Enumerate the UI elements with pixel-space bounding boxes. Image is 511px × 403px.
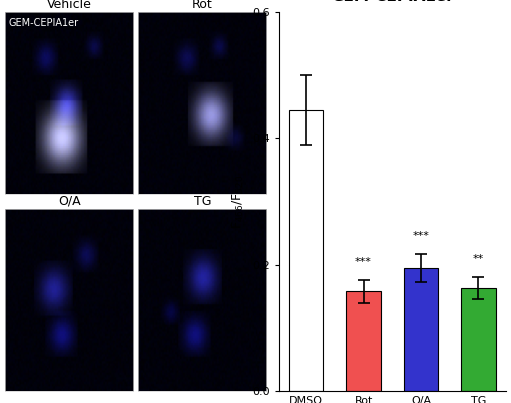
Bar (404, 268, 438, 391)
Text: ***: *** (412, 231, 429, 241)
Y-axis label: F$_{466}$/F$_{520}$: F$_{466}$/F$_{520}$ (231, 174, 246, 229)
Title: O/A: O/A (58, 195, 80, 208)
Text: GEM-CEPIA1er: GEM-CEPIA1er (9, 18, 79, 27)
Text: ***: *** (355, 257, 372, 267)
Title: Vehicle: Vehicle (47, 0, 91, 11)
Title: TG: TG (194, 195, 211, 208)
Bar (289, 110, 323, 391)
Title: Rot: Rot (192, 0, 213, 11)
Title: GEM-CEPIA1er: GEM-CEPIA1er (331, 0, 454, 4)
Bar (346, 291, 381, 391)
Text: **: ** (473, 254, 484, 264)
Bar (461, 288, 496, 391)
